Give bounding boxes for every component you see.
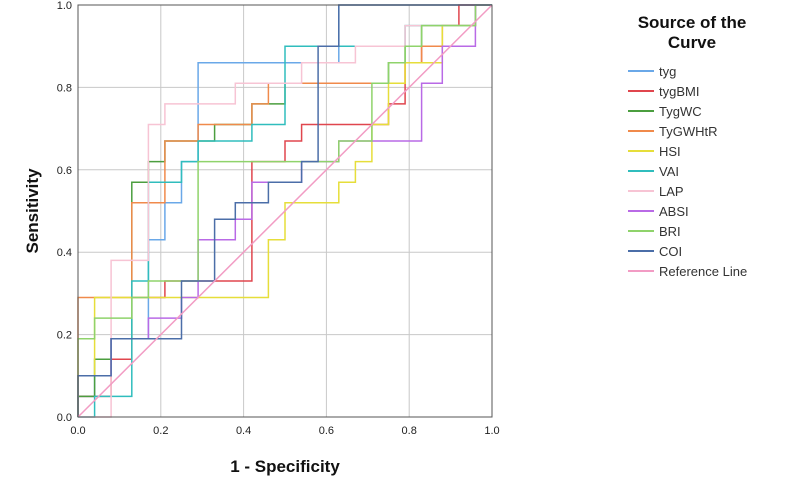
- series-group: [77, 4, 493, 418]
- x-tick-label: 0.4: [236, 425, 251, 437]
- y-tick-label: 0.4: [57, 247, 72, 259]
- y-tick-label: 0.2: [57, 330, 72, 342]
- legend-label-tygbmi: tygBMI: [659, 84, 699, 99]
- y-tick-label: 0.6: [57, 165, 72, 177]
- series-line-reference-line: [77, 4, 493, 418]
- series-line-lap: [78, 4, 492, 418]
- legend-label-tygwc: TygWC: [659, 104, 702, 119]
- x-tick-label: 0.2: [153, 425, 168, 437]
- y-tick-label: 1.0: [57, 0, 72, 12]
- x-tick-label: 0.8: [402, 425, 417, 437]
- y-axis-title: Sensitivity: [23, 168, 42, 254]
- legend-label-coi: COI: [659, 244, 682, 259]
- plot-frame: [77, 4, 493, 418]
- legend-label-absi: ABSI: [659, 204, 689, 219]
- legend-label-lap: LAP: [659, 184, 684, 199]
- legend: tyg tygBMI TygWC TyGWHtR HSI VAI LAP ABSI BRI COI…: [628, 64, 747, 279]
- legend-title-line1: Source of the: [638, 13, 747, 32]
- x-tick-label: 0.6: [319, 425, 334, 437]
- x-tick-label: 1.0: [484, 425, 499, 437]
- legend-label-vai: VAI: [659, 164, 679, 179]
- legend-label-tygwhtr: TyGWHtR: [659, 124, 718, 139]
- y-tick-label: 0.0: [57, 412, 72, 424]
- legend-label-bri: BRI: [659, 224, 681, 239]
- y-tick-label: 0.8: [57, 82, 72, 94]
- series-line-bri: [77, 4, 492, 417]
- tick-labels: 0.0 0.2 0.4 0.6 0.8 1.0 0.0 0.2 0.4 0.6 0.8 1.0: [57, 0, 500, 437]
- x-tick-label: 0.0: [70, 425, 85, 437]
- legend-label-reference-line: Reference Line: [659, 264, 747, 279]
- legend-label-tyg: tyg: [659, 64, 676, 79]
- x-axis-title: 1 - Specificity: [230, 457, 340, 476]
- legend-label-hsi: HSI: [659, 144, 681, 159]
- series-line-coi: [77, 4, 492, 417]
- legend-title-line2: Curve: [668, 33, 716, 52]
